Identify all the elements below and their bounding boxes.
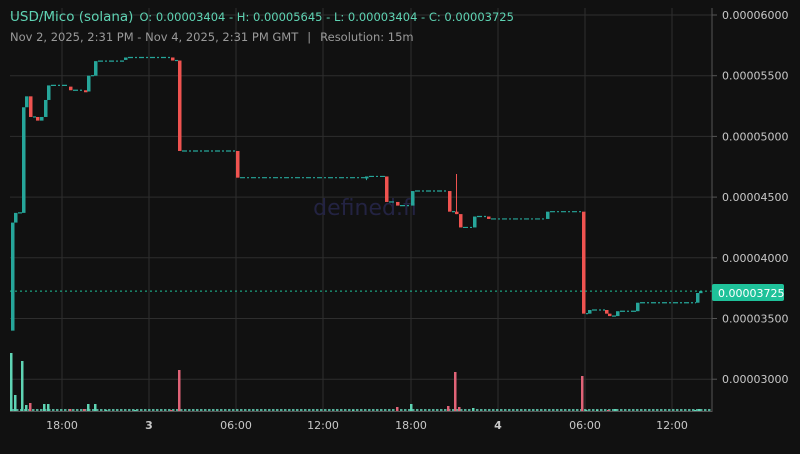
price-tick-label: 0.00003500 <box>722 313 788 326</box>
volume-bar <box>698 409 701 411</box>
volume-bar <box>29 403 32 411</box>
volume-bar <box>607 410 610 411</box>
volume-bar <box>396 407 399 411</box>
candlesticks <box>11 56 703 331</box>
legend-sub-line: Nov 2, 2025, 2:31 PM - Nov 4, 2025, 2:31… <box>10 30 514 44</box>
volume-bar <box>43 404 46 411</box>
volume-bar <box>47 404 50 411</box>
legend-title-line: USD/Mico (solana) O: 0.00003404 - H: 0.00… <box>10 9 514 25</box>
candle <box>25 96 29 108</box>
volume-bar <box>447 406 450 411</box>
watermark: defined.fi <box>313 196 417 221</box>
candle <box>40 116 44 121</box>
candle <box>411 191 415 206</box>
price-tick-label: 0.00005000 <box>722 130 788 143</box>
time-tick-label: 12:00 <box>656 419 688 432</box>
candle <box>546 211 550 219</box>
volume-bar <box>69 409 72 411</box>
volume-bar <box>454 372 457 411</box>
last-price-value: 0.00003725 <box>718 287 784 300</box>
price-tick-label: 0.00005500 <box>722 70 788 83</box>
candle <box>448 191 452 212</box>
price-tick-label: 0.00003000 <box>722 373 788 386</box>
volume-bar <box>596 410 599 411</box>
candle <box>87 75 91 92</box>
grid-lines <box>10 8 712 411</box>
volume-bar <box>134 410 137 411</box>
candle <box>396 201 400 206</box>
candle <box>36 116 40 121</box>
last-price-label: 0.00003725 <box>712 284 784 301</box>
time-tick-label: 06:00 <box>569 419 601 432</box>
candle <box>84 90 88 93</box>
candle <box>236 150 240 178</box>
time-tick-label: 12:00 <box>307 419 339 432</box>
date-range: Nov 2, 2025, 2:31 PM - Nov 4, 2025, 2:31… <box>10 30 299 44</box>
candle <box>605 310 609 314</box>
chart-legend: USD/Mico (solana) O: 0.00003404 - H: 0.00… <box>10 9 514 44</box>
candle <box>696 293 700 303</box>
candle <box>69 86 73 91</box>
volume-bar <box>14 395 17 411</box>
candle <box>47 85 51 100</box>
volume-bar <box>410 404 413 411</box>
price-tick-label: 0.00006000 <box>722 9 788 22</box>
pair-name: USD/Mico (solana) <box>10 9 134 25</box>
candle <box>11 222 15 331</box>
candle <box>473 216 477 228</box>
volume-bar <box>25 405 28 411</box>
volume-bar <box>21 361 24 411</box>
volume-bar <box>10 353 13 411</box>
candle <box>385 176 389 202</box>
candle <box>14 212 18 223</box>
volume-bar <box>94 404 97 411</box>
time-tick-label: 3 <box>145 419 153 432</box>
candle <box>487 216 491 219</box>
volume-bar <box>170 410 173 411</box>
volume-bar <box>458 407 461 411</box>
candle <box>44 99 48 117</box>
volume-bar <box>105 410 108 411</box>
separator: | <box>307 30 312 44</box>
price-axis[interactable]: 0.00006000 0.00005500 0.00005000 0.00004500… <box>712 9 788 386</box>
ohlc-values: O: 0.00003404 - H: 0.00005645 - L: 0.000… <box>139 10 514 24</box>
volume-bar <box>178 370 181 411</box>
candle <box>616 311 620 317</box>
volume-bar <box>472 408 475 411</box>
resolution: Resolution: 15m <box>320 30 414 44</box>
time-tick-label: 18:00 <box>395 419 427 432</box>
candle <box>171 57 175 61</box>
candle <box>699 291 703 294</box>
time-tick-label: 18:00 <box>46 419 78 432</box>
time-axis[interactable]: 18:00 3 06:00 12:00 18:00 4 06:00 12:00 <box>46 419 688 432</box>
price-tick-label: 0.00004000 <box>722 252 788 265</box>
candle <box>365 176 369 179</box>
volume-bar <box>87 404 90 411</box>
candle <box>124 57 128 60</box>
candle <box>94 61 98 76</box>
candle <box>178 60 182 151</box>
candle <box>459 214 463 228</box>
volume-bar <box>585 410 588 411</box>
candle <box>636 302 640 312</box>
volume-bar <box>581 376 584 411</box>
candle <box>588 310 592 314</box>
price-tick-label: 0.00004500 <box>722 191 788 204</box>
volume-bar <box>614 409 617 411</box>
volume-bar <box>352 410 355 411</box>
volume-bars <box>10 353 711 411</box>
candle <box>455 211 459 215</box>
candle <box>29 96 33 117</box>
candle <box>22 107 26 213</box>
volume-bar <box>83 409 86 411</box>
time-tick-label: 06:00 <box>220 419 252 432</box>
candle <box>582 211 586 314</box>
time-tick-label: 4 <box>494 419 502 432</box>
candle <box>608 313 612 317</box>
volume-bar <box>694 410 697 411</box>
